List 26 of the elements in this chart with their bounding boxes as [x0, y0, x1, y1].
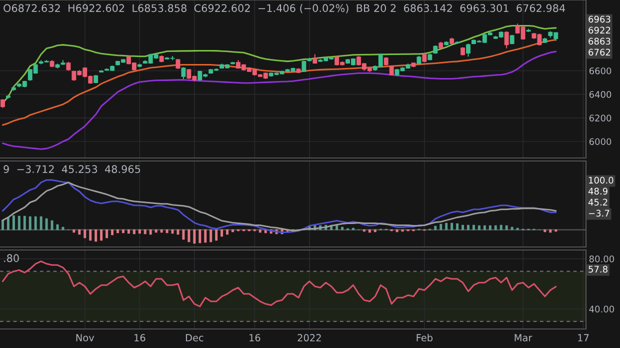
y-tick-label: 6000 [589, 138, 612, 146]
x-tick-label: 17 [578, 334, 589, 342]
y-tick-label: 40.00 [589, 306, 614, 312]
x-tick-label: Dec [186, 334, 204, 342]
y-tick-label: 6200 [589, 114, 612, 122]
text: −3.7 [588, 210, 610, 217]
chart-title: 9 −3.712 45.253 48.965 [4, 165, 140, 174]
text: 6922 [588, 26, 610, 34]
y-tick-label: 6400 [589, 91, 612, 98]
x-tick-label: 16 [250, 334, 260, 342]
text: 57.8 [588, 266, 608, 273]
x-tick-label: Nov [76, 334, 94, 342]
y-tick-label: 80.00 [589, 256, 614, 262]
chart-title: O6872.632 H6922.602 L6853.858 C6922.602 −1.406 (−0.02%) BB 20 2 6863.142 6963.301 6762.984 [4, 4, 566, 14]
chart-title: .80 [4, 254, 19, 262]
text: 100.0 [588, 176, 614, 184]
text: 6762 [588, 48, 610, 56]
x-tick-label: 16 [134, 334, 146, 342]
text: 6863 [588, 38, 610, 45]
x-tick-label: 2022 [298, 334, 321, 342]
x-tick-label: Mar [514, 334, 532, 342]
text: 48.9 [588, 188, 608, 195]
text: 6963 [588, 16, 610, 23]
y-tick-label: 6600 [589, 67, 612, 74]
x-tick-label: Feb [416, 334, 433, 342]
text: 45.2 [588, 198, 608, 206]
